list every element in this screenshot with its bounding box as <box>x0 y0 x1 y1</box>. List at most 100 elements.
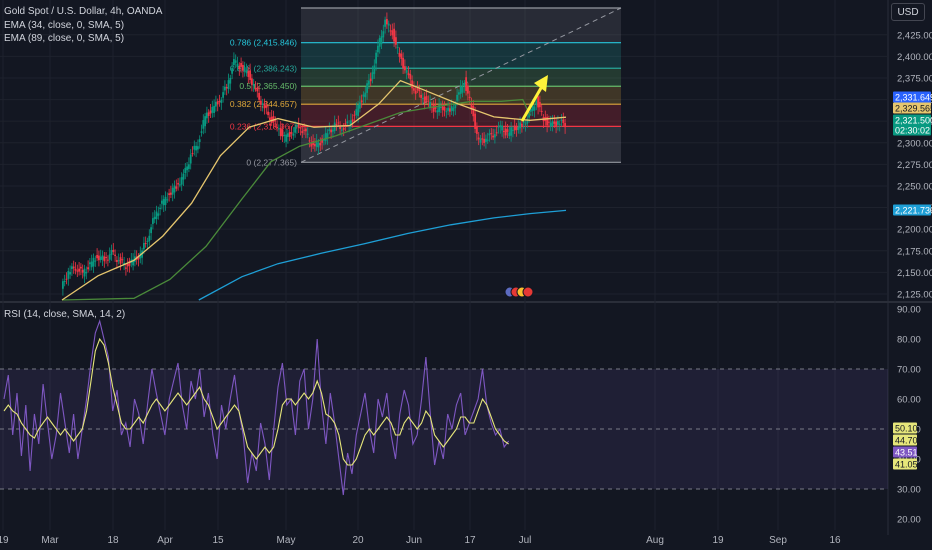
candle-body <box>375 52 377 64</box>
candle-body <box>418 89 421 92</box>
candle-body <box>519 122 521 129</box>
candle-body <box>243 67 246 71</box>
candle-body <box>546 116 548 126</box>
candle-body <box>224 86 226 91</box>
candle-body <box>218 101 221 103</box>
fib-zone <box>301 104 621 127</box>
candle-body <box>220 99 223 103</box>
candle-body <box>351 119 354 122</box>
rsi-tick-label: 90.00 <box>897 305 921 316</box>
fib-zone <box>301 126 621 163</box>
candle-body <box>324 132 327 142</box>
candle-body <box>112 249 115 252</box>
candle-body <box>164 196 167 205</box>
candle-body <box>200 131 203 133</box>
candle-body <box>339 126 341 129</box>
candle-body <box>366 83 368 93</box>
candle-body <box>492 135 494 138</box>
candle-body <box>402 57 404 69</box>
candle-body <box>215 101 217 107</box>
y-tick-label: 2,125.000 <box>897 289 932 300</box>
candle-body <box>488 133 491 136</box>
candle-body <box>152 218 154 224</box>
candle-body <box>524 123 527 125</box>
candle-body <box>438 104 440 113</box>
candle-body <box>175 186 178 189</box>
candle-body <box>207 112 210 116</box>
candle-body <box>249 70 251 80</box>
x-tick-label: Jul <box>519 535 532 546</box>
candle-body <box>168 193 170 196</box>
candle-body <box>267 111 269 116</box>
candle-body <box>425 96 428 101</box>
candle-body <box>173 185 176 193</box>
candle-body <box>461 86 464 93</box>
currency-button[interactable]: USD <box>891 3 925 21</box>
candle-body <box>301 130 304 134</box>
candle-body <box>211 106 214 113</box>
candle-body <box>71 266 73 269</box>
candle-body <box>371 72 374 80</box>
event-marker <box>522 286 534 298</box>
candle-body <box>436 110 439 113</box>
candle-body <box>272 116 275 123</box>
rsi-label-box <box>893 458 917 470</box>
candle-body <box>357 104 359 116</box>
rsi-legend: RSI (14, close, SMA, 14, 2) <box>4 309 126 320</box>
candle-body <box>144 243 147 245</box>
rsi-tick-label: 30.00 <box>897 485 921 496</box>
candle-body <box>238 66 241 70</box>
candle-body <box>321 138 323 143</box>
candle-body <box>495 132 498 134</box>
candle-body <box>378 37 381 47</box>
candle-body <box>182 173 185 180</box>
candle-body <box>197 146 199 150</box>
candle-body <box>512 129 514 131</box>
candle-body <box>119 257 122 264</box>
candle-body <box>116 260 118 262</box>
candle-body <box>445 111 448 113</box>
candle-body <box>254 88 257 90</box>
fib-zone <box>301 42 621 69</box>
candle-body <box>315 140 318 147</box>
candle-body <box>65 278 68 280</box>
candle-body <box>432 104 435 112</box>
x-tick-label: May <box>277 535 296 546</box>
candle-body <box>63 281 66 283</box>
price-series <box>61 12 567 301</box>
candle-body <box>128 260 131 266</box>
price-label-box <box>893 91 931 103</box>
rsi-label-text: 44.70 <box>895 436 918 446</box>
candle-body <box>206 112 208 119</box>
price-label-text: 2,331.649 <box>895 93 932 103</box>
candle-body <box>312 141 314 146</box>
candle-body <box>180 177 183 185</box>
candle-body <box>414 90 417 94</box>
candle-body <box>360 100 363 103</box>
fib-level-label: 0.5 (2,365.450) <box>239 81 297 91</box>
candle-body <box>485 138 487 142</box>
candle-body <box>229 77 232 84</box>
candle-body <box>449 108 451 112</box>
x-tick-label: Apr <box>157 535 173 546</box>
y-tick-label: 2,200.000 <box>897 225 932 236</box>
price-label-text: 2,221.730 <box>895 206 932 216</box>
candle-body <box>198 139 201 142</box>
candle-body <box>503 130 505 133</box>
candle-body <box>474 113 476 129</box>
price-label-box <box>893 114 931 126</box>
candle-body <box>98 255 100 261</box>
candle-body <box>305 128 307 132</box>
y-tick-label: 2,300.000 <box>897 138 932 149</box>
candle-body <box>94 260 97 262</box>
candle-body <box>427 100 430 102</box>
candle-body <box>416 88 419 91</box>
candle-body <box>508 132 511 136</box>
candle-body <box>227 80 230 90</box>
price-label-text: 02:30:02 <box>895 126 930 136</box>
candle-body <box>342 127 345 130</box>
candle-body <box>80 266 82 269</box>
fib-level-label: 0 (2,277.365) <box>246 157 297 167</box>
candle-body <box>159 207 161 209</box>
